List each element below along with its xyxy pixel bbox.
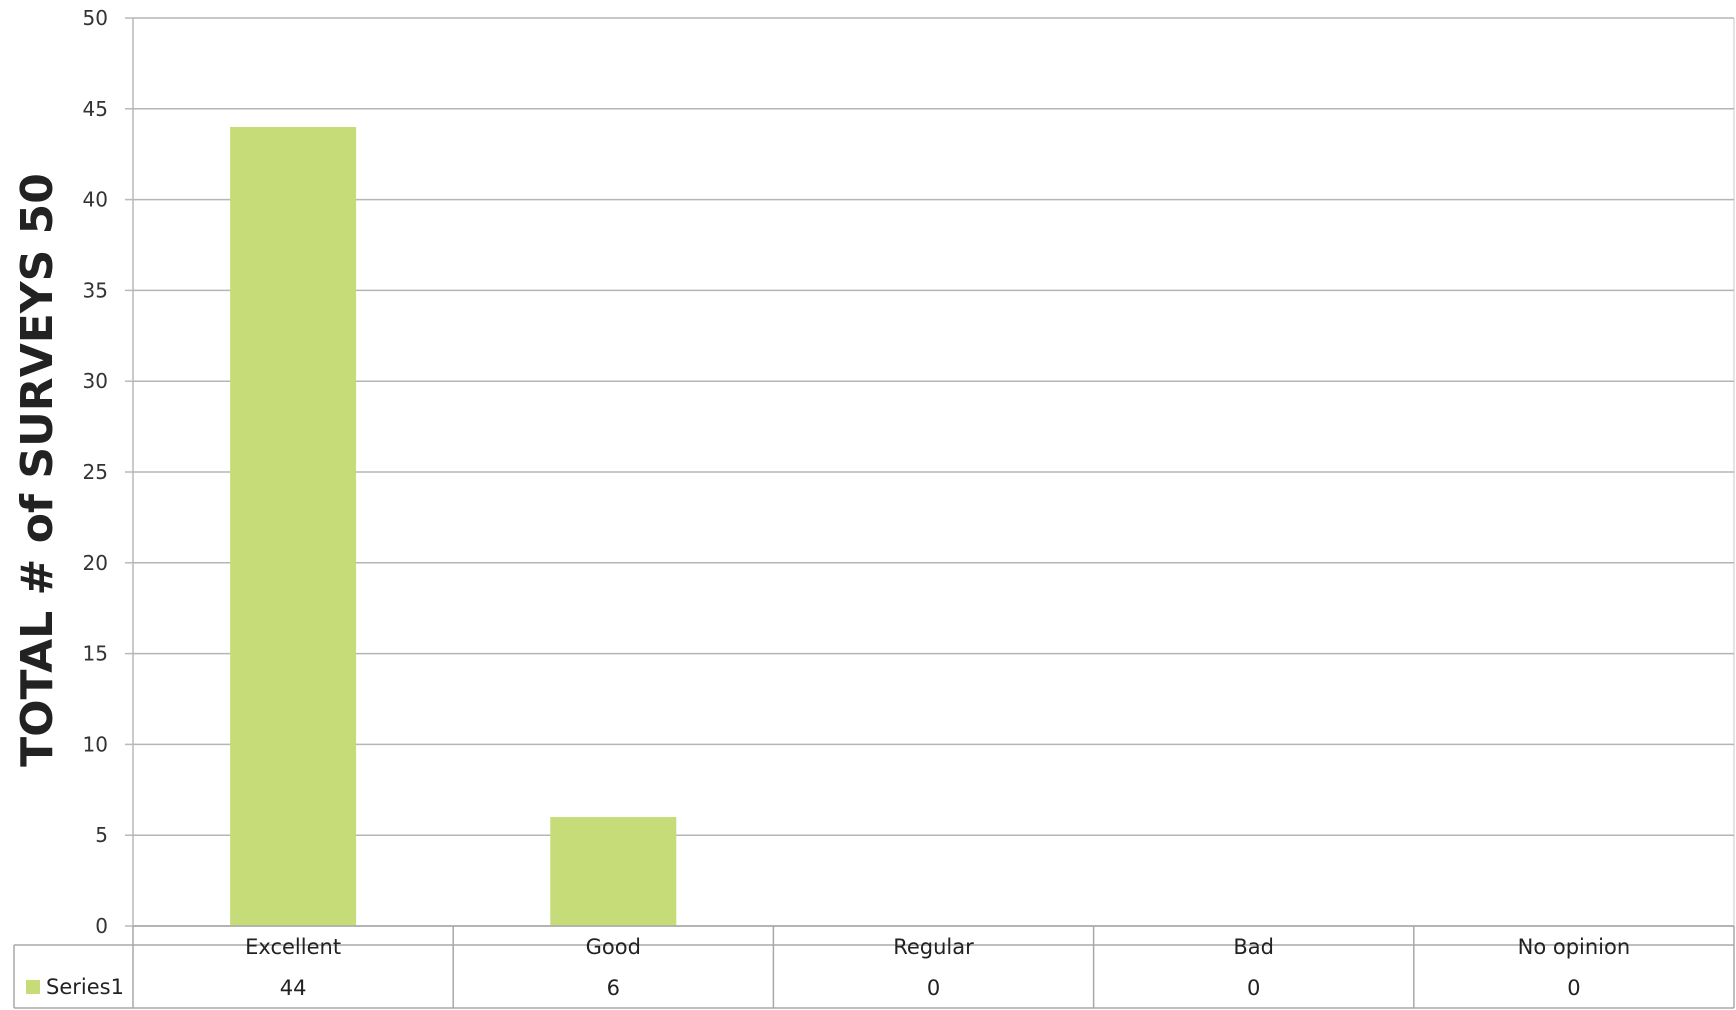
data-table: Excellent Good Regular Bad No opinion Series1… <box>13 925 1735 1009</box>
y-axis-ticks: 0 5 10 15 20 25 30 35 40 45 50 <box>83 6 133 938</box>
y-tick-label: 20 <box>83 551 108 575</box>
y-tick-label: 10 <box>83 732 108 756</box>
bar <box>550 817 677 926</box>
data-label: 0 <box>1567 976 1580 1000</box>
category-label: Bad <box>1233 935 1274 959</box>
y-tick-label: 50 <box>83 6 108 30</box>
y-axis-label: TOTAL # of SURVEYS 50 <box>12 173 63 767</box>
y-tick-label: 25 <box>83 460 108 484</box>
gridlines <box>132 17 1735 927</box>
category-label: Good <box>586 935 641 959</box>
y-tick-label: 5 <box>95 823 108 847</box>
bar <box>230 126 357 926</box>
y-tick-label: 0 <box>95 914 108 938</box>
y-tick-label: 45 <box>83 97 108 121</box>
y-tick-label: 15 <box>83 642 108 666</box>
category-label: No opinion <box>1518 935 1631 959</box>
y-tick-label: 35 <box>83 278 108 302</box>
data-label: 6 <box>607 976 620 1000</box>
y-tick-label: 30 <box>83 369 108 393</box>
legend-key <box>26 980 40 994</box>
data-label: 0 <box>927 976 940 1000</box>
bars <box>230 126 677 926</box>
legend-label: Series1 <box>46 975 124 999</box>
category-label: Regular <box>893 935 974 959</box>
category-label: Excellent <box>245 935 341 959</box>
data-label: 44 <box>280 976 307 1000</box>
data-label: 0 <box>1247 976 1260 1000</box>
y-tick-label: 40 <box>83 188 108 212</box>
